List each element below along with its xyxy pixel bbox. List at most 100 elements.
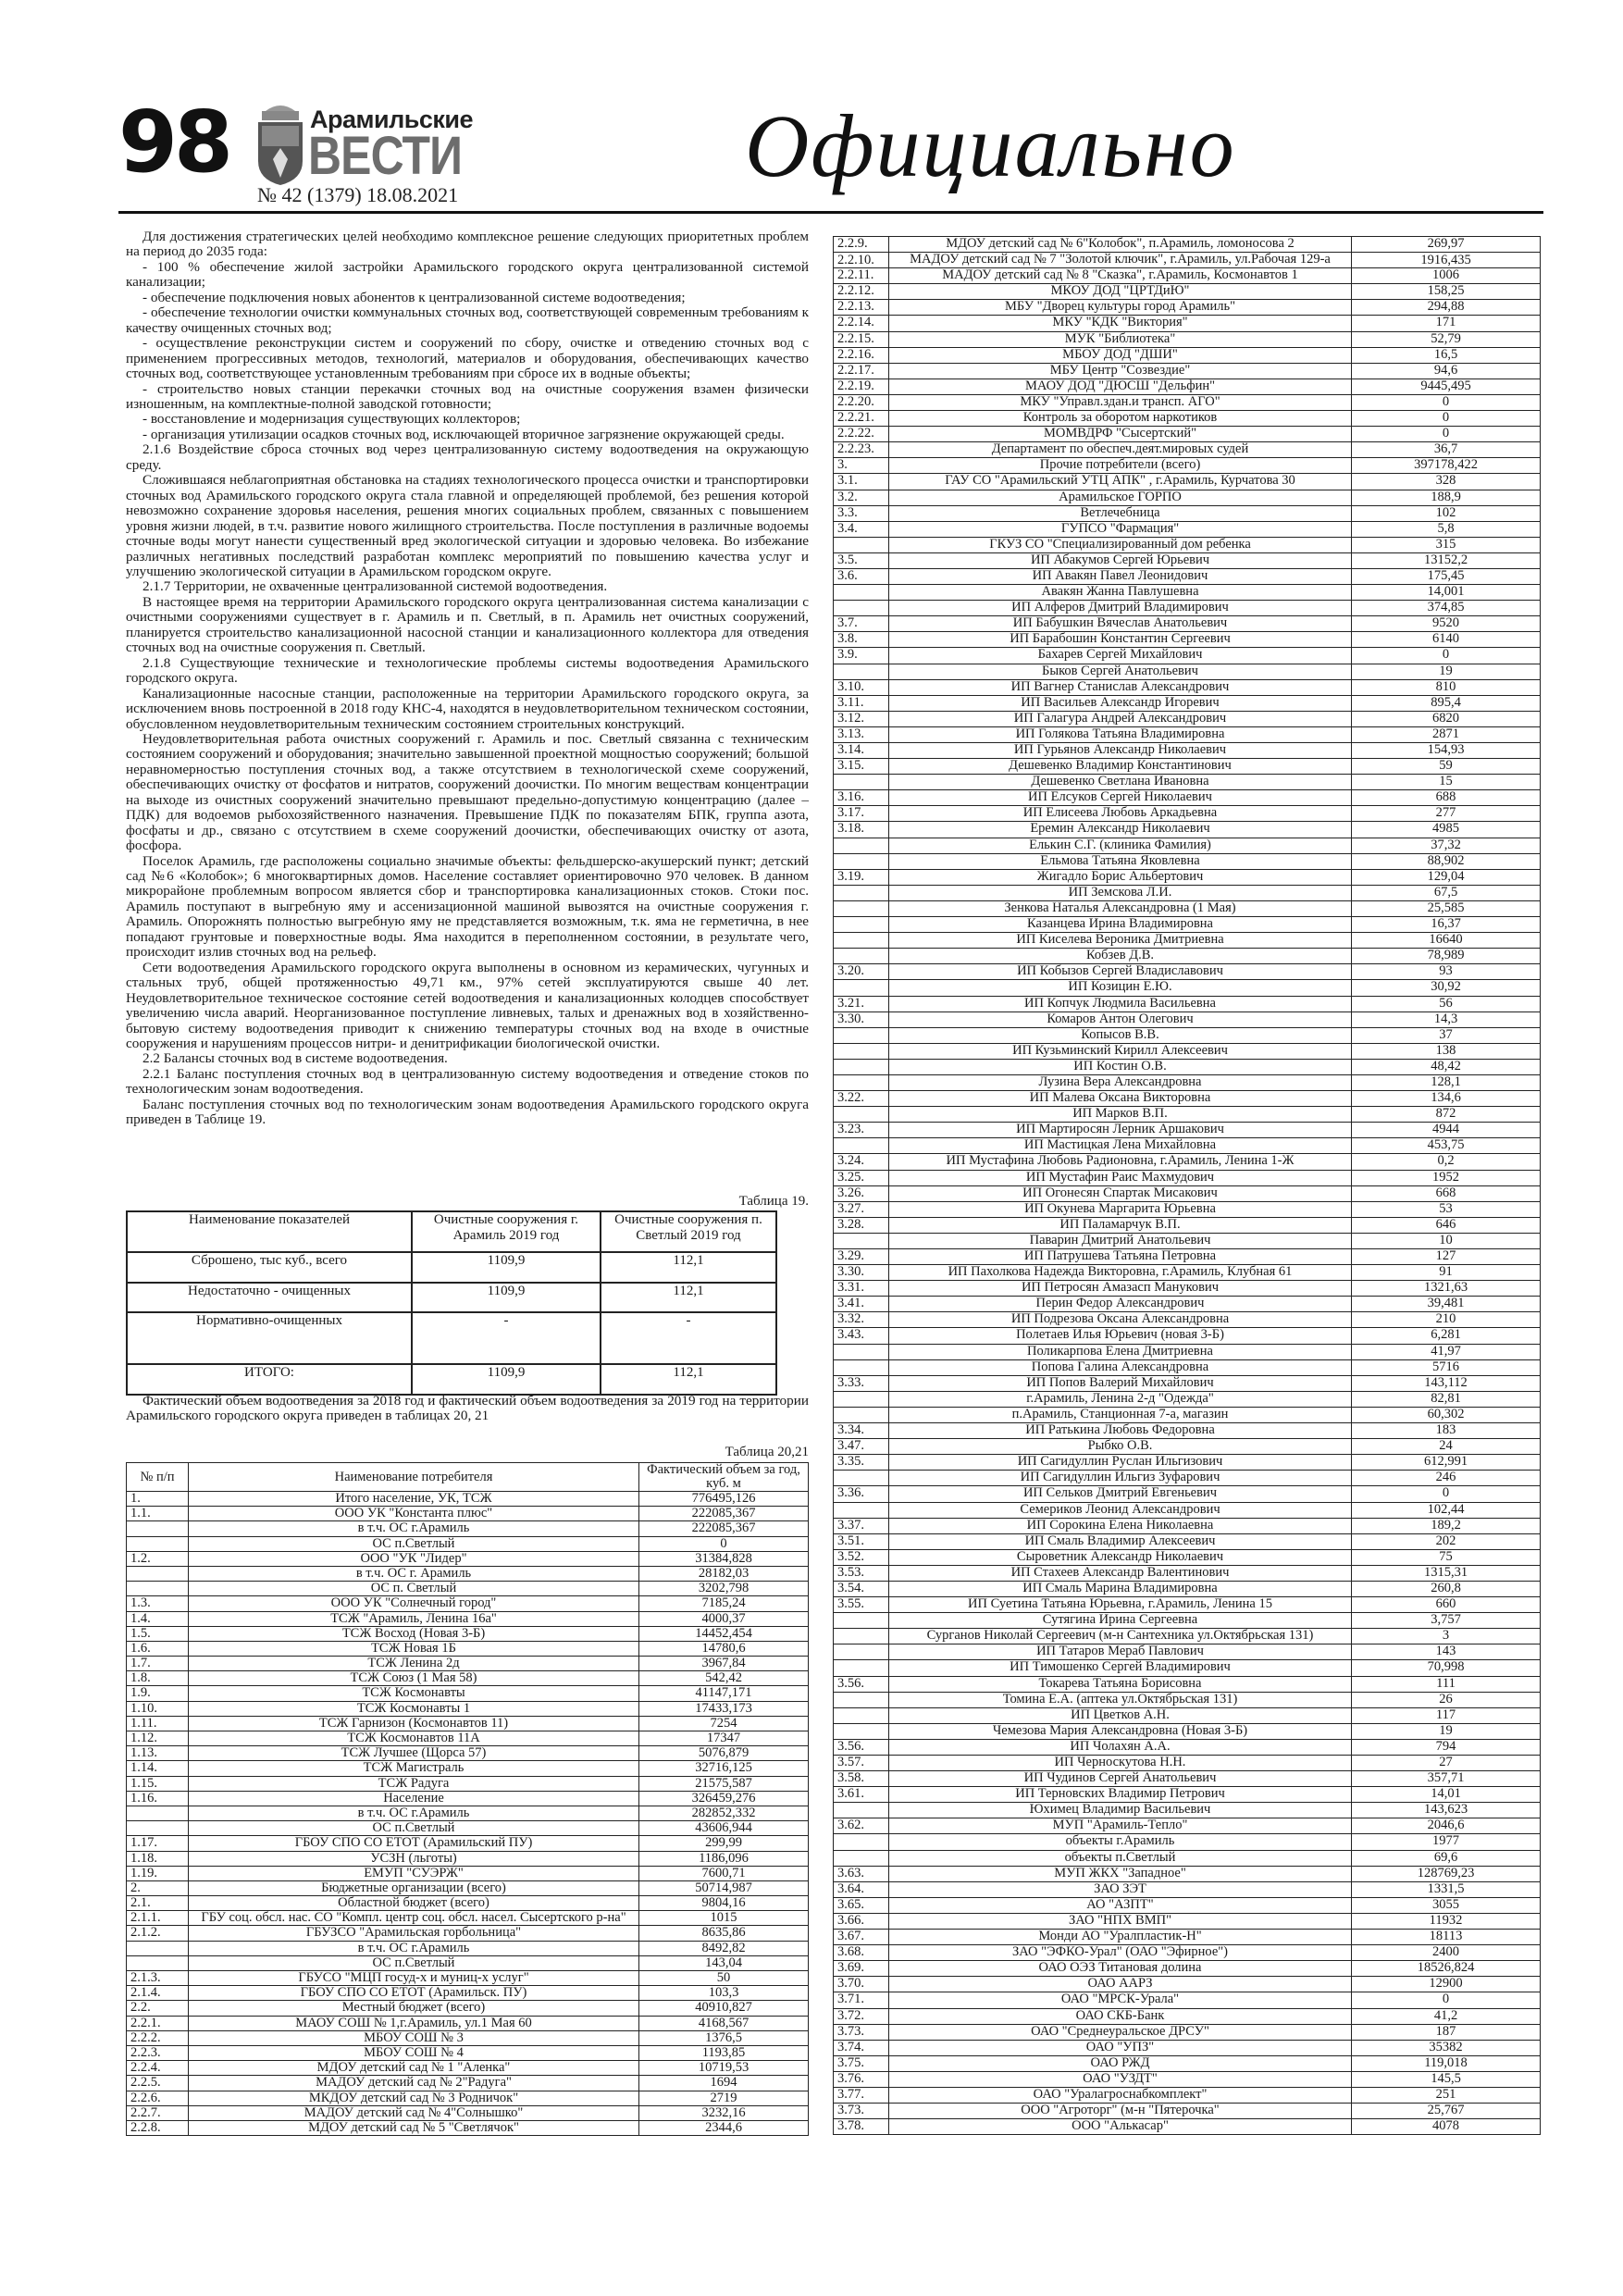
table-cell: 112,1 <box>600 1251 777 1284</box>
volume-value: 102,44 <box>1351 1501 1541 1519</box>
article-paragraph: - обеспечение технологии очистки коммуна… <box>126 304 809 336</box>
volume-value: 37 <box>1351 1026 1541 1044</box>
consumer-name: МБУ Центр "Созвездие" <box>888 362 1352 379</box>
volume-value: 202 <box>1351 1533 1541 1550</box>
consumer-name: ИП Смаль Марина Владимировна <box>888 1580 1352 1598</box>
volume-value: 32716,125 <box>638 1760 809 1777</box>
volume-value: 103,3 <box>638 1985 809 2002</box>
consumer-name: ИП Огонесян Спартак Мисакович <box>888 1185 1352 1202</box>
table-cell: 112,1 <box>600 1363 777 1396</box>
consumer-name: АО "АЗПТ" <box>888 1896 1352 1914</box>
consumer-name: Арамильское ГОРПО <box>888 489 1352 506</box>
table-header: Фактический объем за год, куб. м <box>638 1462 809 1492</box>
consumer-name: ИП Чолахян А.А. <box>888 1738 1352 1756</box>
consumer-name: ТСЖ Новая 1Б <box>188 1640 639 1657</box>
row-number: 3.12. <box>833 710 889 727</box>
volume-value: 277 <box>1351 805 1541 823</box>
table-row: 1.8. ТСЖ Союз (1 Мая 58) 542,42 <box>126 1670 809 1687</box>
volume-value: 36,7 <box>1351 441 1541 459</box>
consumer-name: МКУ "КДК "Виктория" <box>888 315 1352 332</box>
consumer-name: ГКУЗ СО "Специализированный дом ребенка <box>888 536 1352 553</box>
table-row: 3.27. ИП Окунева Маргарита Юрьевна 53 <box>833 1200 1541 1218</box>
table-header: Очистные сооружения п. Светлый 2019 год <box>600 1210 777 1253</box>
table-row: 2.2.23. Департамент по обеспеч.деят.миров… <box>833 441 1541 459</box>
volume-value: 4000,37 <box>638 1610 809 1627</box>
volume-value: 357,71 <box>1351 1770 1541 1788</box>
consumer-name: Прочие потребители (всего) <box>888 457 1352 475</box>
consumer-name: ОС п.Светлый <box>188 1535 639 1552</box>
consumer-name: ИП Земскова Л.И. <box>888 884 1352 901</box>
volume-value: 397178,422 <box>1351 457 1541 475</box>
volume-value: 127 <box>1351 1247 1541 1266</box>
row-number: 3.22. <box>833 1090 889 1108</box>
row-number: 3.16. <box>833 789 889 807</box>
consumer-name: ИП Елсуков Сергей Николаевич <box>888 789 1352 807</box>
table-row: Ельмова Татьяна Яковлевна 88,902 <box>833 852 1541 870</box>
row-number: 3.21. <box>833 995 889 1012</box>
volume-value: 129,04 <box>1351 868 1541 886</box>
consumer-name: Бюджетные организации (всего) <box>188 1880 639 1897</box>
volume-value: 542,42 <box>638 1670 809 1687</box>
volume-value: 69,6 <box>1351 1849 1541 1867</box>
row-number: 3.61. <box>833 1786 889 1804</box>
consumer-name: МБУ "Дворец культуры город Арамиль" <box>888 299 1352 316</box>
consumer-name: ИП Алферов Дмитрий Владимирович <box>888 600 1352 617</box>
table-cell: 1109,9 <box>411 1251 601 1284</box>
row-number: 3.56. <box>833 1738 889 1756</box>
consumer-name: Дешевенко Владимир Константинович <box>888 758 1352 776</box>
volume-value: 18526,824 <box>1351 1960 1541 1978</box>
table-row: 3.22. ИП Малева Оксана Викторовна 134,6 <box>833 1090 1541 1108</box>
row-number: 3.1. <box>833 473 889 490</box>
consumer-name: ТСЖ Союз (1 Мая 58) <box>188 1670 639 1687</box>
table-row: ИП Сагидуллин Ильгиз Зуфарович 246 <box>833 1470 1541 1487</box>
volume-value: 1916,435 <box>1351 252 1541 269</box>
brand-name-top: Арамильские <box>310 105 473 133</box>
consumer-name: ОС п. Светлый <box>188 1581 639 1597</box>
row-number: 3.25. <box>833 1169 889 1186</box>
row-number: 3.5. <box>833 552 889 569</box>
volume-value: 15 <box>1351 774 1541 791</box>
consumer-name: Комаров Антон Олегович <box>888 1011 1352 1028</box>
table-row: 3.11. ИП Васильев Александр Игоревич 895,4 <box>833 694 1541 712</box>
table-row: 3.64. ЗАО ЗЭТ 1331,5 <box>833 1880 1541 1898</box>
volume-value: 4168,567 <box>638 2015 809 2031</box>
row-number: 3. <box>833 457 889 475</box>
row-number: 3.73. <box>833 2023 889 2041</box>
volume-value: 48,42 <box>1351 1058 1541 1075</box>
row-number: 1.3. <box>126 1595 189 1612</box>
consumer-name: ОС п.Светлый <box>188 1820 639 1837</box>
row-number <box>833 1058 889 1075</box>
row-number <box>833 1612 889 1630</box>
consumer-name: ИП Цветков А.Н. <box>888 1706 1352 1724</box>
consumer-name: Областной бюджет (всего) <box>188 1895 639 1912</box>
table-row: ИП Мастицкая Лена Михайловна 453,75 <box>833 1137 1541 1155</box>
table-row: в т.ч. ОС г.Арамиль 282852,332 <box>126 1805 809 1822</box>
row-number <box>833 584 889 602</box>
row-number: 2.2.19. <box>833 378 889 395</box>
article-paragraph: - строительство новых станции перекачки … <box>126 380 809 412</box>
table-row: Попова Галина Александровна 5716 <box>833 1359 1541 1376</box>
consumer-name: Ельмова Татьяна Яковлевна <box>888 852 1352 870</box>
article-paragraph: Неудовлетворительная работа очистных соо… <box>126 730 809 854</box>
row-number <box>126 1940 189 1956</box>
row-number <box>833 1390 889 1408</box>
consumer-name: ИП Елисеева Любовь Аркадьевна <box>888 805 1352 823</box>
consumer-name: ГАУ СО "Арамильский УТЦ АПК" , г.Арамиль… <box>888 473 1352 490</box>
volume-value: 16640 <box>1351 932 1541 949</box>
table-row: 3.76. ОАО "УЗДТ" 145,5 <box>833 2070 1541 2088</box>
volume-value: 171 <box>1351 315 1541 332</box>
table-row: 2.2.8. МДОУ детский сад № 5 "Светлячок" 23… <box>126 2119 809 2137</box>
table-20-part-1: № п/п Наименование потребителя Фактическ… <box>126 1462 809 2137</box>
consumer-name: МУК "Библиотека" <box>888 330 1352 348</box>
table20-caption: Таблица 20,21 <box>725 1445 809 1459</box>
table-row: 3.16. ИП Елсуков Сергей Николаевич 688 <box>833 789 1541 807</box>
row-number: 1.17. <box>126 1835 189 1852</box>
header-divider <box>118 211 1543 214</box>
row-number: 3.23. <box>833 1122 889 1139</box>
table-row: в т.ч. ОС г. Арамиль 28182,03 <box>126 1565 809 1582</box>
article-paragraph: - организация утилизации осадков сточных… <box>142 426 785 442</box>
consumer-name: в т.ч. ОС г.Арамиль <box>188 1805 639 1822</box>
consumer-name: Сыроветник Александр Николаевич <box>888 1548 1352 1566</box>
volume-value: 30,92 <box>1351 979 1541 997</box>
table20-intro: Фактический объем водоотведения за 2018 … <box>126 1393 809 1424</box>
